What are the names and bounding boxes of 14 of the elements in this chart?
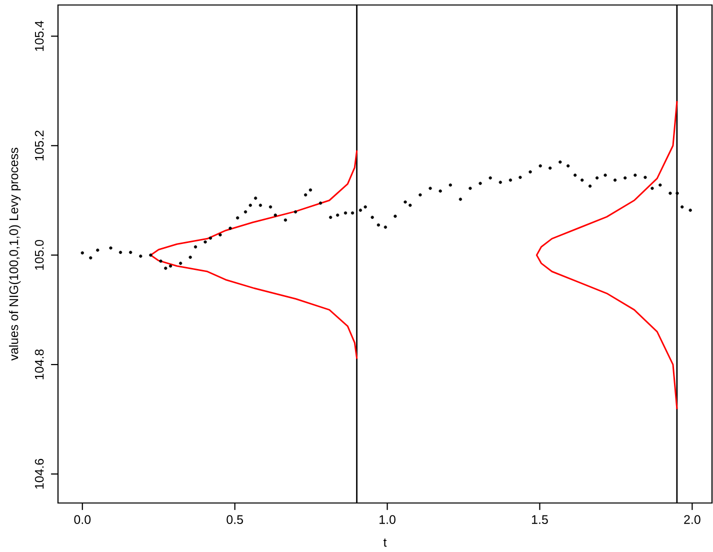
x-tick-label: 1.0	[380, 515, 396, 524]
y-tick-label: 105.4	[34, 20, 44, 51]
x-tick-label: 0.5	[226, 515, 244, 524]
y-axis-title: values of NIG(100,0,1,0) Levy process	[9, 148, 21, 361]
line-series	[150, 150, 358, 359]
line-series	[536, 101, 678, 410]
y-tick-label: 104.8	[34, 349, 44, 380]
x-tick-label: 0.0	[74, 515, 91, 524]
x-axis-title: t	[383, 538, 387, 547]
y-tick-label: 105.0	[34, 240, 44, 270]
x-tick-label: 2.0	[684, 515, 700, 524]
y-tick-label: 104.6	[34, 458, 44, 489]
x-tick-label: 1.5	[532, 515, 548, 524]
y-tick-label: 105.2	[34, 130, 44, 160]
